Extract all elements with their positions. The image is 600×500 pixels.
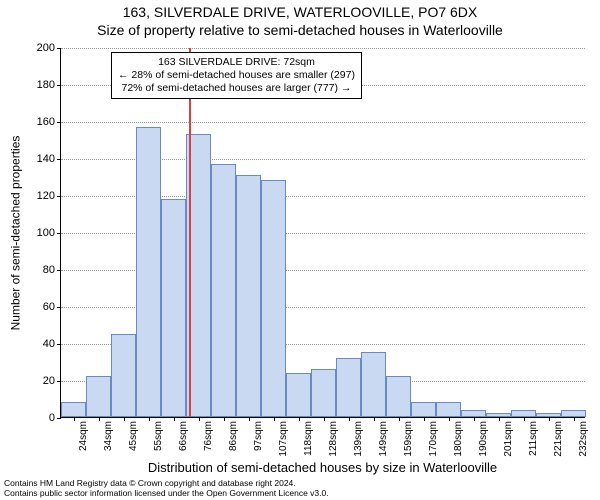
x-tick-mark <box>299 417 300 421</box>
chart-container: 163, SILVERDALE DRIVE, WATERLOOVILLE, PO… <box>0 0 600 500</box>
histogram-bar <box>511 410 536 417</box>
y-tick-label: 20 <box>43 375 55 387</box>
annotation-box: 163 SILVERDALE DRIVE: 72sqm ← 28% of sem… <box>111 52 362 99</box>
plot-area: 02040608010012014016018020024sqm34sqm45s… <box>60 48 585 418</box>
x-tick-mark <box>524 417 525 421</box>
x-tick-label: 170sqm <box>428 421 439 457</box>
x-tick-label: 180sqm <box>453 421 464 457</box>
annotation-line-3: 72% of semi-detached houses are larger (… <box>118 82 355 95</box>
histogram-bar <box>211 164 236 417</box>
x-tick-mark <box>574 417 575 421</box>
x-tick-mark <box>199 417 200 421</box>
x-tick-mark <box>499 417 500 421</box>
x-tick-mark <box>99 417 100 421</box>
x-tick-label: 107sqm <box>278 421 289 457</box>
histogram-bar <box>161 199 186 417</box>
x-tick-label: 66sqm <box>178 421 189 451</box>
histogram-bar <box>461 410 486 417</box>
x-tick-mark <box>374 417 375 421</box>
x-tick-mark <box>274 417 275 421</box>
x-tick-mark <box>349 417 350 421</box>
x-tick-mark <box>399 417 400 421</box>
y-tick-label: 160 <box>37 116 55 128</box>
x-tick-label: 232sqm <box>578 421 589 457</box>
y-tick-mark <box>57 418 61 419</box>
x-tick-label: 76sqm <box>203 421 214 451</box>
x-tick-mark <box>124 417 125 421</box>
x-tick-label: 190sqm <box>478 421 489 457</box>
y-axis-label: Number of semi-detached properties <box>8 48 22 418</box>
x-tick-label: 34sqm <box>103 421 114 451</box>
y-tick-mark <box>57 48 61 49</box>
x-tick-label: 159sqm <box>403 421 414 457</box>
y-tick-mark <box>57 270 61 271</box>
histogram-bar <box>436 402 461 417</box>
y-axis-label-text: Number of semi-detached properties <box>8 136 22 331</box>
x-tick-mark <box>424 417 425 421</box>
x-tick-label: 139sqm <box>353 421 364 457</box>
annotation-line-2: ← 28% of semi-detached houses are smalle… <box>118 69 355 82</box>
y-tick-mark <box>57 307 61 308</box>
histogram-bar <box>361 352 386 417</box>
histogram-bar <box>286 373 311 417</box>
histogram-bar <box>386 376 411 417</box>
x-tick-label: 24sqm <box>78 421 89 451</box>
footer-attribution: Contains HM Land Registry data © Crown c… <box>4 479 329 498</box>
x-tick-label: 149sqm <box>378 421 389 457</box>
x-tick-label: 86sqm <box>228 421 239 451</box>
x-tick-mark <box>174 417 175 421</box>
x-tick-mark <box>249 417 250 421</box>
x-tick-label: 45sqm <box>128 421 139 451</box>
x-tick-mark <box>74 417 75 421</box>
y-tick-label: 40 <box>43 338 55 350</box>
footer-line-2: Contains public sector information licen… <box>4 489 329 498</box>
y-tick-mark <box>57 122 61 123</box>
y-gridline <box>61 122 585 123</box>
chart-title-subtitle: Size of property relative to semi-detach… <box>0 22 600 38</box>
y-tick-label: 120 <box>37 190 55 202</box>
x-tick-mark <box>324 417 325 421</box>
y-gridline <box>61 48 585 49</box>
x-tick-mark <box>149 417 150 421</box>
x-tick-label: 97sqm <box>253 421 264 451</box>
histogram-bar <box>561 410 586 417</box>
histogram-bar <box>411 402 436 417</box>
x-tick-mark <box>449 417 450 421</box>
histogram-bar <box>311 369 336 417</box>
y-tick-label: 0 <box>49 412 55 424</box>
x-tick-label: 55sqm <box>153 421 164 451</box>
x-tick-label: 221sqm <box>553 421 564 457</box>
y-tick-mark <box>57 85 61 86</box>
histogram-bar <box>86 376 111 417</box>
y-tick-mark <box>57 344 61 345</box>
x-tick-mark <box>549 417 550 421</box>
histogram-bar <box>261 180 286 417</box>
histogram-bar <box>136 127 161 417</box>
histogram-bar <box>111 334 136 417</box>
x-tick-mark <box>474 417 475 421</box>
x-tick-label: 211sqm <box>528 421 539 456</box>
x-axis-label: Distribution of semi-detached houses by … <box>60 460 585 475</box>
x-tick-label: 201sqm <box>503 421 514 457</box>
histogram-bar <box>61 402 86 417</box>
y-tick-mark <box>57 159 61 160</box>
y-tick-mark <box>57 233 61 234</box>
y-tick-label: 80 <box>43 264 55 276</box>
y-tick-label: 100 <box>37 227 55 239</box>
chart-title-address: 163, SILVERDALE DRIVE, WATERLOOVILLE, PO… <box>0 4 600 20</box>
y-tick-mark <box>57 381 61 382</box>
y-tick-label: 60 <box>43 301 55 313</box>
histogram-bar <box>336 358 361 417</box>
x-tick-mark <box>224 417 225 421</box>
x-tick-label: 118sqm <box>303 421 314 456</box>
histogram-bar <box>236 175 261 417</box>
y-tick-label: 180 <box>37 79 55 91</box>
y-tick-label: 200 <box>37 42 55 54</box>
x-tick-label: 128sqm <box>328 421 339 457</box>
annotation-line-1: 163 SILVERDALE DRIVE: 72sqm <box>118 56 355 69</box>
y-tick-label: 140 <box>37 153 55 165</box>
property-marker-line <box>189 48 191 417</box>
y-tick-mark <box>57 196 61 197</box>
